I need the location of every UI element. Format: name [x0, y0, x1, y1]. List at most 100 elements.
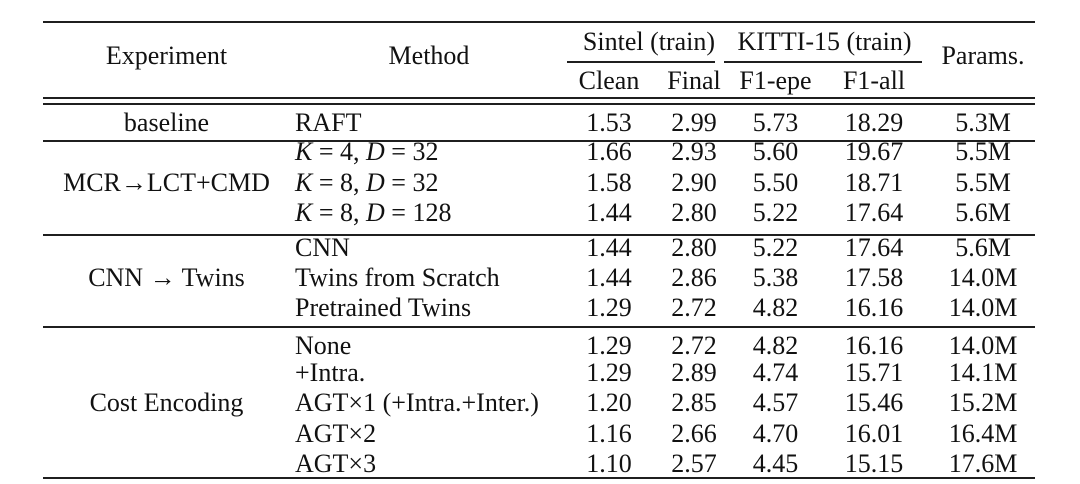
cell-f1all-value: 15.46	[844, 388, 904, 417]
cell-clean-value: 1.66	[586, 137, 632, 166]
cell-params-value: 15.2M	[948, 388, 1018, 417]
rule-after-mcr-group	[43, 234, 1035, 236]
table-row-k8-d32: K = 8, D = 32 1.58 2.90 5.50 18.71 5.5M	[0, 168, 1080, 198]
cell-f1all-value: 17.58	[844, 263, 904, 292]
cell-method: AGT×2	[295, 419, 377, 448]
cell-clean-value: 1.53	[586, 108, 632, 137]
table-row-agt1: AGT×1 (+Intra.+Inter.) 1.20 2.85 4.57 15…	[0, 388, 1080, 418]
col-header-f1-all: F1-all	[842, 66, 906, 95]
cell-method: K = 8, D = 128	[295, 198, 452, 227]
cell-params-value: 5.3M	[955, 108, 1011, 137]
cell-params-value: 14.0M	[948, 331, 1018, 360]
col-header-method: Method	[388, 41, 470, 70]
cell-f1all-value: 15.71	[844, 358, 904, 387]
cell-method: K = 8, D = 32	[295, 168, 439, 197]
cell-clean-value: 1.10	[586, 449, 632, 478]
cell-params-value: 14.0M	[948, 263, 1018, 292]
cell-clean-value: 1.44	[586, 233, 632, 262]
table-row-agt3: AGT×3 1.10 2.57 4.45 15.15 17.6M	[0, 449, 1080, 479]
cell-f1epe-value: 5.22	[752, 198, 799, 227]
cell-f1epe-value: 5.38	[752, 263, 799, 292]
table-row-intra: +Intra. 1.29 2.89 4.74 15.71 14.1M	[0, 358, 1080, 388]
cell-f1epe-value: 5.22	[752, 233, 799, 262]
table-row-k4-d32: K = 4, D = 32 1.66 2.93 5.60 19.67 5.5M	[0, 137, 1080, 167]
group-label-baseline: baseline	[123, 108, 210, 137]
group-label-cost-encoding: Cost Encoding	[89, 388, 244, 417]
cell-clean-value: 1.58	[586, 168, 632, 197]
table-row-twins-from-scratch: Twins from Scratch 1.44 2.86 5.38 17.58 …	[0, 263, 1080, 293]
cell-method: Twins from Scratch	[295, 263, 500, 292]
rule-bottom	[43, 477, 1035, 479]
cell-f1epe-value: 4.82	[752, 293, 799, 322]
col-group-header-sintel-train: Sintel (train)	[582, 27, 716, 56]
table-row-cnn: CNN 1.44 2.80 5.22 17.64 5.6M	[0, 233, 1080, 263]
cell-f1epe-value: 4.57	[752, 388, 799, 417]
cell-params-value: 5.5M	[955, 168, 1011, 197]
cell-method: None	[295, 331, 352, 360]
col-header-experiment: Experiment	[105, 41, 228, 70]
table-row-none: None 1.29 2.72 4.82 16.16 14.0M	[0, 331, 1080, 361]
cell-params-value: 5.6M	[955, 233, 1011, 262]
cell-clean-value: 1.29	[586, 358, 632, 387]
cell-final-value: 2.86	[671, 263, 717, 292]
cell-params-value: 16.4M	[948, 419, 1018, 448]
col-header-final: Final	[667, 66, 721, 95]
cell-final-value: 2.72	[671, 331, 717, 360]
col-header-clean: Clean	[578, 66, 640, 95]
rule-header-double-upper	[43, 97, 1035, 99]
cell-clean-value: 1.16	[586, 419, 632, 448]
cell-method: Pretrained Twins	[295, 293, 472, 322]
cell-method: +Intra.	[295, 358, 366, 387]
cell-f1all-value: 19.67	[844, 137, 904, 166]
cell-method: AGT×3	[295, 449, 377, 478]
cell-f1epe-value: 4.74	[752, 358, 799, 387]
cell-f1all-value: 16.16	[844, 293, 904, 322]
cell-f1all-value: 17.64	[844, 198, 904, 227]
cell-clean-value: 1.29	[586, 293, 632, 322]
cell-final-value: 2.99	[671, 108, 717, 137]
cell-f1epe-value: 4.45	[752, 449, 799, 478]
cell-f1all-value: 17.64	[844, 233, 904, 262]
cell-method: CNN	[295, 233, 350, 262]
group-label-mcr-lct-cmd: MCR→LCT+CMD	[63, 168, 270, 197]
cell-clean-value: 1.44	[586, 198, 632, 227]
cell-method: K = 4, D = 32	[295, 137, 439, 166]
cell-params-value: 14.1M	[948, 358, 1018, 387]
table-row-agt2: AGT×2 1.16 2.66 4.70 16.01 16.4M	[0, 419, 1080, 449]
col-header-params: Params.	[941, 41, 1025, 70]
cell-final-value: 2.66	[671, 419, 717, 448]
rule-after-baseline	[43, 140, 1035, 142]
cell-f1all-value: 16.16	[844, 331, 904, 360]
cell-final-value: 2.80	[671, 198, 717, 227]
cell-final-value: 2.80	[671, 233, 717, 262]
rule-after-cnn-group	[43, 326, 1035, 328]
cell-f1epe-value: 5.50	[752, 168, 799, 197]
cell-params-value: 14.0M	[948, 293, 1018, 322]
cell-final-value: 2.57	[671, 449, 717, 478]
cell-clean-value: 1.44	[586, 263, 632, 292]
cell-f1all-value: 15.15	[844, 449, 904, 478]
cmidrule-sintel	[567, 61, 715, 63]
cell-final-value: 2.90	[671, 168, 717, 197]
cell-f1all-value: 16.01	[844, 419, 904, 448]
cell-final-value: 2.85	[671, 388, 717, 417]
cell-clean-value: 1.20	[586, 388, 632, 417]
cell-method: RAFT	[295, 108, 362, 137]
table-row-raft: RAFT 1.53 2.99 5.73 18.29 5.3M	[0, 108, 1080, 138]
cell-params-value: 5.5M	[955, 137, 1011, 166]
cell-f1epe-value: 5.60	[752, 137, 799, 166]
cell-f1all-value: 18.29	[844, 108, 904, 137]
table-row-k8-d128: K = 8, D = 128 1.44 2.80 5.22 17.64 5.6M	[0, 198, 1080, 228]
cell-final-value: 2.72	[671, 293, 717, 322]
table-row-pretrained-twins: Pretrained Twins 1.29 2.72 4.82 16.16 14…	[0, 293, 1080, 323]
cell-final-value: 2.93	[671, 137, 717, 166]
cell-params-value: 5.6M	[955, 198, 1011, 227]
cell-f1epe-value: 4.70	[752, 419, 799, 448]
cell-f1epe-value: 5.73	[752, 108, 799, 137]
col-header-f1-epe: F1-epe	[739, 66, 812, 95]
col-group-header-kitti15-train: KITTI-15 (train)	[737, 27, 912, 56]
rule-header-double-lower	[43, 103, 1035, 105]
cell-final-value: 2.89	[671, 358, 717, 387]
cell-clean-value: 1.29	[586, 331, 632, 360]
